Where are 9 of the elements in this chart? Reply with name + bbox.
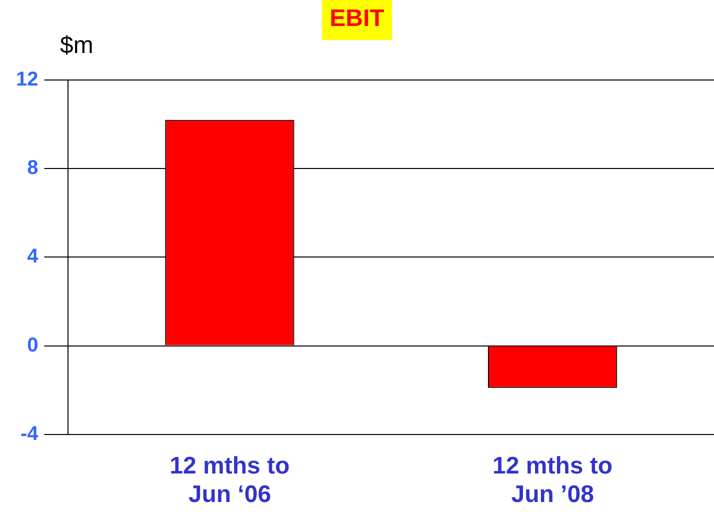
y-tick-label: 8 — [27, 157, 38, 180]
y-tick-label: 0 — [27, 334, 38, 356]
y-axis-title: $m — [60, 32, 94, 60]
x-tick-label: 12 mths to Jun ’08 — [492, 452, 613, 508]
chart-title: EBIT — [322, 0, 392, 40]
x-tick-label: 12 mths to Jun ‘06 — [170, 452, 290, 508]
y-tick-label: 4 — [27, 246, 40, 268]
y-tick-label: 12 — [16, 68, 38, 91]
y-tick-label: -4 — [20, 422, 40, 445]
